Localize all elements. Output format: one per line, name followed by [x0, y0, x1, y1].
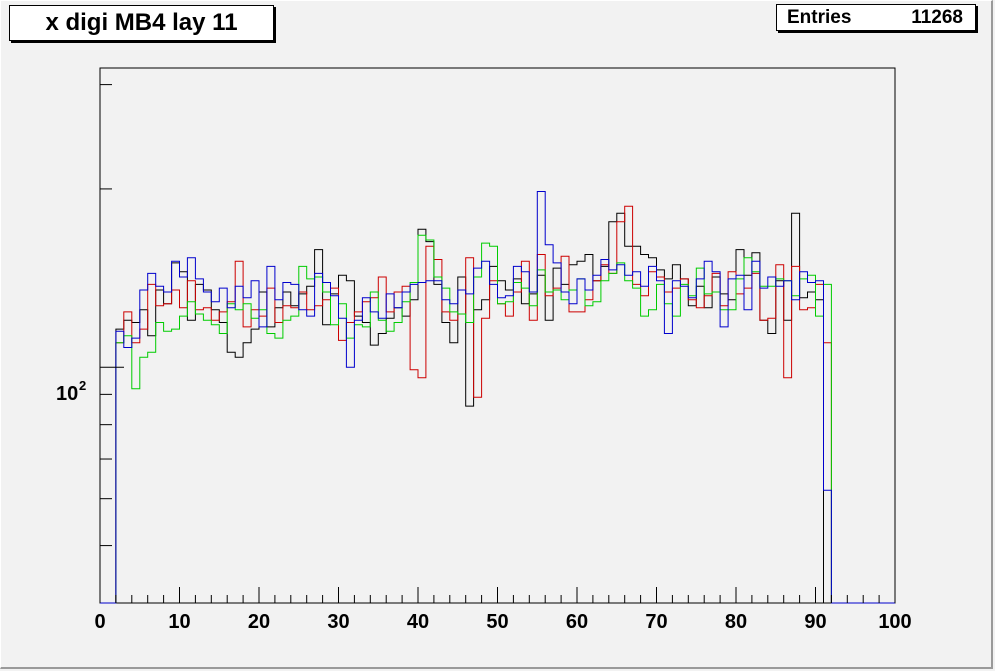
series-green-line — [100, 234, 895, 604]
y-tick-label-exponent: 2 — [79, 378, 86, 393]
x-tick-label: 50 — [486, 611, 508, 633]
x-tick-label: 10 — [168, 611, 190, 633]
x-tick-label: 40 — [407, 611, 429, 633]
histogram-title-text: x digi MB4 lay 11 — [45, 9, 238, 36]
series-red-line — [100, 205, 895, 604]
x-tick-label: 90 — [804, 611, 826, 633]
plot-area — [99, 67, 896, 604]
x-tick-label: 20 — [248, 611, 270, 633]
x-tick-label: 80 — [725, 611, 747, 633]
x-tick-label: 100 — [878, 611, 911, 633]
y-tick-label-base: 10 — [56, 383, 78, 405]
stats-box: Entries 11268 — [776, 4, 976, 31]
histogram-title: x digi MB4 lay 11 — [9, 5, 274, 41]
x-tick-label: 70 — [645, 611, 667, 633]
series-blue-line — [100, 191, 895, 604]
stats-entries-value: 11268 — [911, 6, 963, 28]
x-tick-label: 30 — [327, 611, 349, 633]
series-layer — [100, 191, 895, 604]
stats-entries-label: Entries — [787, 6, 852, 28]
axis-layer: 0 10 20 30 40 50 60 70 80 90 100 — [94, 84, 912, 633]
x-tick-label: 60 — [566, 611, 588, 633]
x-tick-label: 0 — [94, 611, 105, 633]
